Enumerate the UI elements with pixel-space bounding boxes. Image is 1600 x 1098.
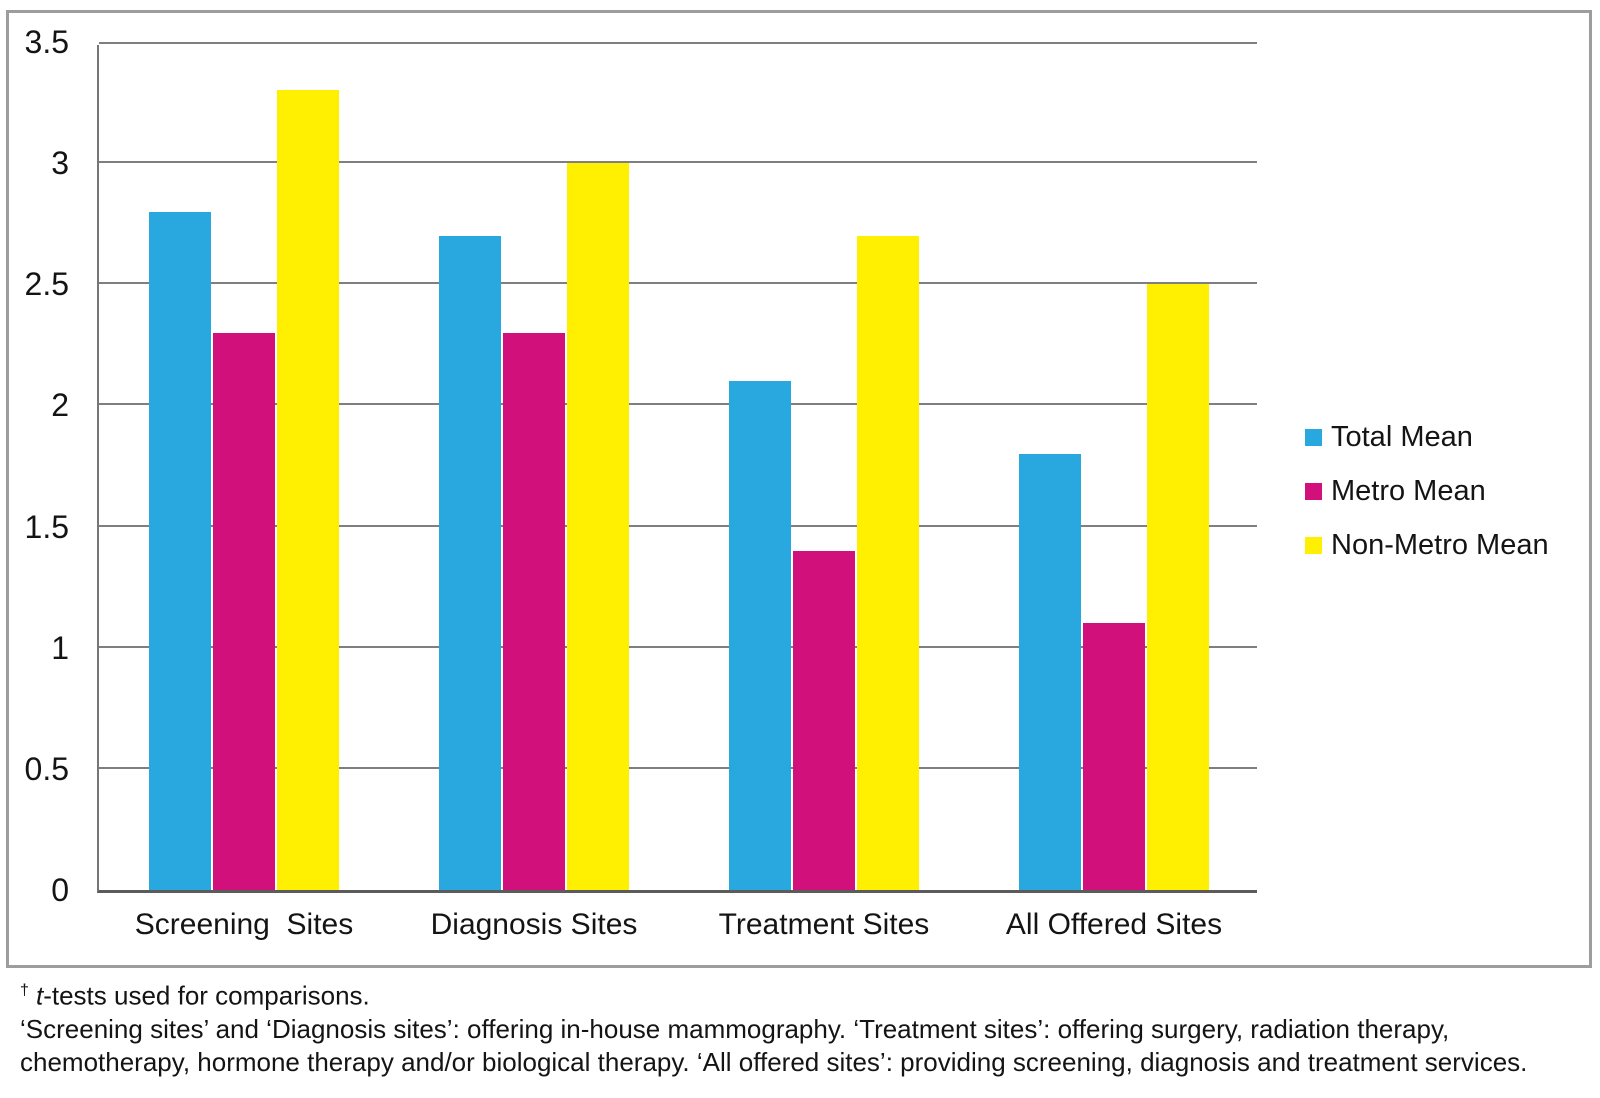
chart-figure: 0 0.5 1 1.5 2 2.5 3 3.5 Screening Sites Diagnosis…: [6, 10, 1592, 968]
legend-label: Non-Metro Mean: [1331, 528, 1549, 561]
footnote-body: ‘Screening sites’ and ‘Diagnosis sites’:…: [20, 1013, 1528, 1077]
footnote-line1: † t-tests used for comparisons.: [20, 974, 1578, 1013]
bar-diagnosis-sites-total-mean: [439, 236, 501, 890]
y-tick-label: 2.5: [24, 266, 69, 302]
legend-item-non-metro-mean: Non-Metro Mean: [1305, 518, 1549, 572]
x-axis-label-screening-sites: Screening Sites: [134, 908, 354, 941]
gridline: [99, 42, 1257, 44]
footnote-line1-text: -tests used for comparisons.: [43, 980, 370, 1011]
y-tick-label: 1: [51, 630, 69, 666]
legend-label: Total Mean: [1331, 420, 1473, 453]
bar-diagnosis-sites-metro-mean: [503, 333, 565, 890]
y-tick-label: 0.5: [24, 751, 69, 787]
gridline: [99, 403, 1257, 405]
gridline: [99, 161, 1257, 163]
gridline: [99, 282, 1257, 284]
y-tick-label: 3.5: [24, 24, 69, 60]
gridline: [99, 646, 1257, 648]
bar-all-offered-sites-non-metro-mean: [1147, 284, 1209, 890]
y-tick-label: 3: [51, 145, 69, 181]
x-axis-label-all-offered-sites: All Offered Sites: [1005, 908, 1223, 941]
bar-screening-sites-non-metro-mean: [277, 90, 339, 890]
footnote: † t-tests used for comparisons. ‘Screenin…: [20, 974, 1578, 1079]
gridline: [99, 767, 1257, 769]
bar-treatment-sites-total-mean: [729, 381, 791, 890]
gridline: [99, 525, 1257, 527]
bar-screening-sites-total-mean: [149, 212, 211, 890]
footnote-italic-t: t: [35, 980, 44, 1011]
legend-swatch-total-mean: [1305, 428, 1322, 446]
y-tick-label: 2: [51, 387, 69, 423]
y-tick-label: 1.5: [24, 509, 69, 545]
x-axis-label-treatment-sites: Treatment Sites: [718, 908, 930, 941]
bar-diagnosis-sites-non-metro-mean: [567, 163, 629, 890]
bar-treatment-sites-metro-mean: [793, 551, 855, 890]
legend-label: Metro Mean: [1331, 474, 1486, 507]
legend: Total Mean Metro Mean Non-Metro Mean: [1305, 410, 1549, 572]
bar-all-offered-sites-metro-mean: [1083, 623, 1145, 890]
dagger-symbol: †: [20, 981, 29, 999]
legend-swatch-metro-mean: [1305, 482, 1322, 500]
bar-treatment-sites-non-metro-mean: [857, 236, 919, 890]
legend-item-metro-mean: Metro Mean: [1305, 464, 1549, 518]
bar-all-offered-sites-total-mean: [1019, 454, 1081, 890]
plot-area: 0 0.5 1 1.5 2 2.5 3 3.5 Screening Sites Diagnosis…: [25, 26, 1257, 941]
bar-screening-sites-metro-mean: [213, 333, 275, 890]
y-tick-label: 0: [51, 872, 69, 908]
legend-swatch-non-metro-mean: [1305, 536, 1322, 554]
legend-item-total-mean: Total Mean: [1305, 410, 1549, 464]
x-axis-label-diagnosis-sites: Diagnosis Sites: [430, 908, 638, 941]
